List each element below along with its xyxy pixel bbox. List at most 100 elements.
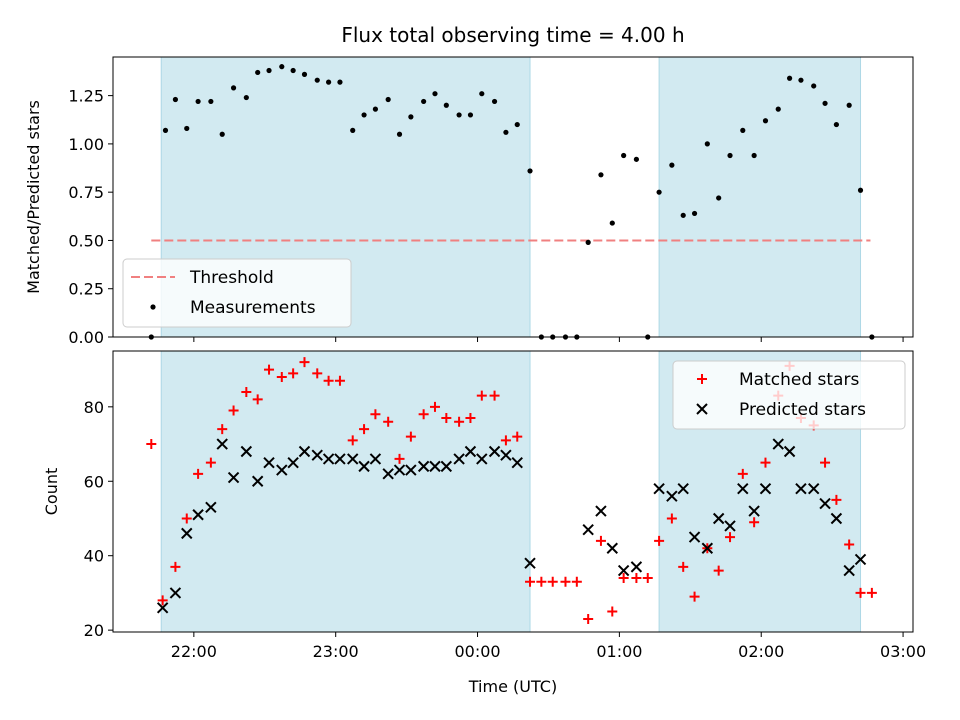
x-axis-label: Time (UTC)	[468, 677, 557, 696]
bottom-matched-stars-point-13	[299, 357, 310, 368]
bottom-predicted-stars-point-26	[464, 445, 477, 458]
bottom-predicted-stars-point-17	[358, 460, 370, 473]
top-shaded-region-1	[658, 56, 862, 338]
top-measurements-point-2	[172, 96, 179, 103]
bottom-predicted-stars-point-5	[216, 438, 228, 450]
bottom-matched-stars-point-24	[429, 401, 440, 412]
bottom-predicted-stars-point-10	[276, 464, 288, 476]
bottom-predicted-stars-point-1	[169, 587, 182, 599]
top-y-tick-label-5: 1.25	[68, 87, 104, 106]
top-y-tick-label-2: 0.50	[68, 231, 104, 250]
bottom-matched-stars-point-4	[193, 468, 204, 479]
legend-predicted-swatch	[696, 403, 708, 415]
bottom-predicted-stars-point-22	[417, 460, 430, 473]
bottom-matched-stars-point-37	[583, 613, 594, 624]
top-measurements-point-46	[691, 210, 698, 217]
bottom-chart: 20 40 60 80 22:00 23:00 00:00 01:00 02:00 03:00 Co…	[42, 350, 926, 661]
bottom-matched-stars-point-22	[405, 431, 416, 442]
top-measurements-point-23	[421, 98, 427, 105]
bottom-predicted-stars-point-27	[476, 453, 488, 465]
top-measurements-point-13	[301, 71, 308, 77]
top-measurements-point-50	[740, 127, 746, 133]
bottom-matched-stars-point-2	[170, 561, 181, 572]
bottom-legend-box	[672, 360, 906, 430]
bottom-matched-stars-point-50	[737, 468, 748, 479]
bottom-matched-stars-point-60	[855, 587, 866, 598]
bottom-predicted-stars-point-2	[181, 527, 193, 540]
bottom-matched-stars-point-15	[323, 375, 334, 386]
top-measurements-point-52	[762, 118, 769, 124]
bottom-predicted-stars-point-46	[759, 483, 772, 495]
bottom-matched-stars-point-27	[465, 412, 476, 423]
top-axes-frame	[112, 56, 914, 338]
bottom-predicted-stars-point-31	[524, 557, 536, 569]
legend-matched-swatch	[697, 374, 707, 384]
top-measurements-point-57	[822, 100, 828, 106]
top-measurements-point-25	[443, 102, 449, 108]
top-measurements-point-24	[432, 91, 438, 97]
bottom-matched-stars-point-32	[525, 576, 536, 587]
bottom-matched-stars-point-0	[146, 439, 157, 450]
legend-measurements-swatch	[150, 304, 156, 310]
top-measurements-point-49	[727, 152, 733, 159]
bottom-matched-stars-point-34	[547, 576, 558, 587]
bottom-matched-stars-point-1	[157, 595, 168, 606]
bottom-predicted-stars-point-40	[688, 531, 701, 543]
bottom-predicted-stars-point-24	[440, 460, 453, 473]
bottom-predicted-stars-point-43	[724, 520, 736, 532]
top-measurements-point-31	[514, 121, 520, 128]
top-measurements-point-20	[385, 96, 391, 103]
bottom-matched-stars-point-8	[241, 386, 252, 397]
top-measurements-point-11	[279, 64, 285, 70]
bottom-matched-stars-point-14	[312, 368, 323, 379]
bottom-matched-stars-point-43	[654, 535, 665, 546]
bottom-matched-stars-point-58	[831, 494, 842, 505]
bottom-y-tick-label-2: 60	[84, 472, 104, 491]
top-measurements-point-3	[184, 125, 190, 132]
bottom-predicted-stars-point-37	[653, 483, 665, 495]
bottom-predicted-stars-point-30	[511, 456, 523, 469]
bottom-predicted-stars-point-44	[737, 483, 749, 495]
top-legend: Threshold Measurements	[122, 258, 352, 328]
bottom-matched-stars-point-49	[725, 532, 736, 543]
bottom-matched-stars-point-42	[642, 573, 653, 584]
bottom-predicted-stars-point-50	[808, 483, 820, 495]
bottom-matched-stars-point-7	[228, 405, 239, 416]
bottom-predicted-stars-point-6	[227, 471, 240, 484]
top-measurements-point-29	[491, 98, 498, 105]
top-measurements-point-51	[751, 152, 757, 159]
bottom-y-tick-label-1: 40	[84, 547, 104, 566]
top-measurements-point-14	[314, 77, 320, 83]
bottom-predicted-stars-point-14	[322, 453, 335, 465]
bottom-predicted-stars-point-4	[205, 501, 217, 514]
bottom-predicted-stars-point-11	[287, 456, 299, 469]
x-tick-label-1: 23:00	[313, 642, 359, 661]
x-tick-label-4: 02:00	[738, 642, 784, 661]
bottom-matched-stars-point-18	[359, 424, 370, 435]
top-measurements-point-53	[775, 106, 781, 112]
bottom-predicted-stars-point-39	[677, 483, 689, 495]
bottom-matched-stars-point-39	[607, 606, 618, 617]
bottom-matched-stars-point-17	[347, 435, 358, 446]
bottom-matched-stars-point-45	[678, 561, 689, 572]
top-measurements-point-56	[811, 83, 817, 89]
bottom-axes-frame	[112, 350, 914, 633]
bottom-matched-stars-point-33	[536, 576, 547, 587]
bottom-matched-stars-point-5	[205, 457, 216, 468]
bottom-matched-stars-point-38	[595, 535, 606, 546]
top-measurements-point-59	[846, 102, 852, 108]
bottom-predicted-stars-point-15	[334, 453, 346, 465]
top-measurements-point-6	[219, 131, 225, 137]
top-y-tick-label-4: 1.00	[68, 135, 104, 154]
bottom-matched-stars-point-10	[264, 364, 275, 375]
top-chart: 0.00 0.25 0.50 0.75 1.00 1.25 Matched/Predicte…	[24, 56, 914, 347]
top-measurements-point-7	[230, 85, 237, 91]
top-legend-box	[122, 258, 352, 328]
bottom-matched-stars-point-36	[571, 576, 582, 587]
bottom-predicted-stars-point-47	[772, 438, 784, 450]
bottom-matched-stars-point-51	[749, 517, 760, 528]
bottom-matched-stars-point-26	[454, 416, 465, 427]
top-measurements-point-40	[621, 152, 627, 159]
top-y-tick-label-1: 0.25	[68, 280, 104, 299]
